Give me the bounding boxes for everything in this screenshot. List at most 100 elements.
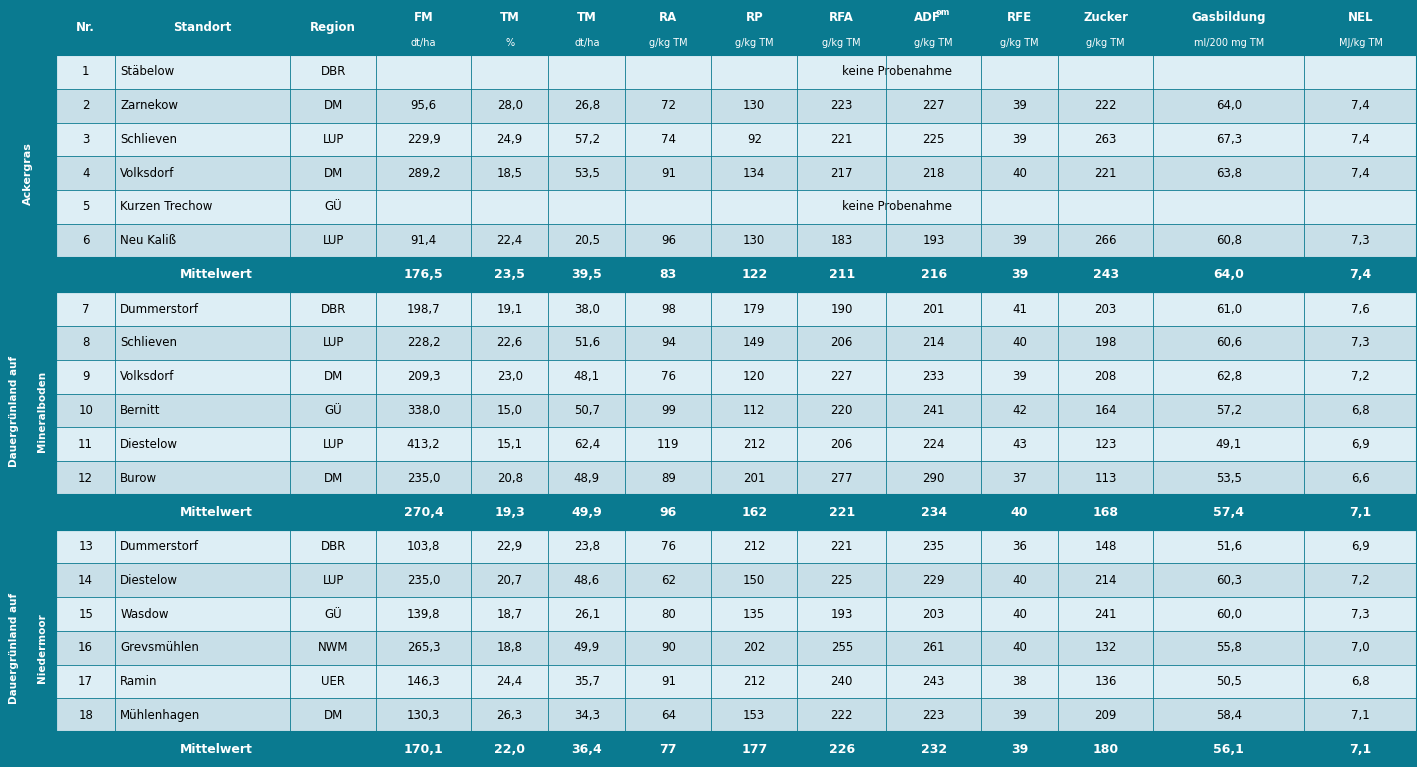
Text: Zucker: Zucker [1083, 11, 1128, 24]
Text: RP: RP [745, 11, 764, 24]
Text: 209: 209 [1094, 709, 1117, 722]
Text: 20,5: 20,5 [574, 234, 599, 247]
Text: 225: 225 [922, 133, 945, 146]
Bar [0, 0, 57, 767]
Text: Nr.: Nr. [77, 21, 95, 34]
Text: 62: 62 [660, 574, 676, 587]
Text: RFA: RFA [829, 11, 854, 24]
Text: 48,1: 48,1 [574, 370, 599, 384]
Text: 60,0: 60,0 [1216, 607, 1241, 621]
Text: 26,3: 26,3 [496, 709, 523, 722]
Text: 48,9: 48,9 [574, 472, 599, 485]
Text: 57,2: 57,2 [1216, 404, 1241, 417]
Text: 19,1: 19,1 [496, 303, 523, 316]
Text: LUP: LUP [323, 438, 344, 451]
Bar [57, 732, 1417, 767]
Text: 206: 206 [830, 337, 853, 350]
Text: 11: 11 [78, 438, 94, 451]
Text: 153: 153 [743, 709, 765, 722]
Text: 162: 162 [741, 505, 768, 518]
Text: 222: 222 [1094, 99, 1117, 112]
Text: 206: 206 [830, 438, 853, 451]
Text: dt/ha: dt/ha [574, 38, 599, 48]
Text: 208: 208 [1094, 370, 1117, 384]
Text: Bernitt: Bernitt [120, 404, 160, 417]
Text: 6,9: 6,9 [1352, 540, 1370, 553]
Text: 22,4: 22,4 [496, 234, 523, 247]
Text: 39: 39 [1012, 709, 1027, 722]
Text: 24,9: 24,9 [496, 133, 523, 146]
Text: 7,1: 7,1 [1349, 505, 1372, 518]
Text: LUP: LUP [323, 337, 344, 350]
Text: 39,5: 39,5 [571, 268, 602, 281]
Text: DM: DM [323, 166, 343, 179]
Text: 201: 201 [922, 303, 945, 316]
Text: 53,5: 53,5 [1216, 472, 1241, 485]
Text: MJ/kg TM: MJ/kg TM [1339, 38, 1383, 48]
Text: 95,6: 95,6 [411, 99, 436, 112]
Text: Diestelow: Diestelow [120, 574, 179, 587]
Text: 235,0: 235,0 [407, 574, 441, 587]
Text: g/kg TM: g/kg TM [1000, 38, 1039, 48]
Text: 60,8: 60,8 [1216, 234, 1241, 247]
Text: RFE: RFE [1007, 11, 1032, 24]
Text: 221: 221 [830, 540, 853, 553]
Text: 74: 74 [660, 133, 676, 146]
Text: 39: 39 [1012, 268, 1029, 281]
Text: Dummerstorf: Dummerstorf [120, 540, 200, 553]
Text: 39: 39 [1012, 370, 1027, 384]
Text: 212: 212 [743, 675, 765, 688]
Text: Volksdorf: Volksdorf [120, 370, 174, 384]
Text: 120: 120 [743, 370, 765, 384]
Text: Wasdow: Wasdow [120, 607, 169, 621]
Bar [57, 156, 1417, 190]
Text: Schlieven: Schlieven [120, 337, 177, 350]
Text: DBR: DBR [320, 65, 346, 78]
Text: 57,2: 57,2 [574, 133, 599, 146]
Text: 37: 37 [1012, 472, 1027, 485]
Text: 22,6: 22,6 [496, 337, 523, 350]
Text: 14: 14 [78, 574, 94, 587]
Text: 57,4: 57,4 [1213, 505, 1244, 518]
Text: 7,4: 7,4 [1352, 166, 1370, 179]
Text: Ramin: Ramin [120, 675, 157, 688]
Text: 23,8: 23,8 [574, 540, 599, 553]
Text: 198: 198 [1094, 337, 1117, 350]
Text: 51,6: 51,6 [1216, 540, 1241, 553]
Text: Mineralboden: Mineralboden [37, 370, 47, 452]
Text: Burow: Burow [120, 472, 157, 485]
Text: 164: 164 [1094, 404, 1117, 417]
Text: DM: DM [323, 370, 343, 384]
Bar [57, 564, 1417, 597]
Text: 43: 43 [1012, 438, 1027, 451]
Text: 62,4: 62,4 [574, 438, 599, 451]
Text: 92: 92 [747, 133, 762, 146]
Text: 18,8: 18,8 [497, 641, 523, 654]
Text: 63,8: 63,8 [1216, 166, 1241, 179]
Text: UER: UER [322, 675, 346, 688]
Text: 99: 99 [660, 404, 676, 417]
Text: 15,0: 15,0 [497, 404, 523, 417]
Text: 202: 202 [743, 641, 765, 654]
Text: 227: 227 [830, 370, 853, 384]
Text: 203: 203 [1094, 303, 1117, 316]
Text: DM: DM [323, 709, 343, 722]
Text: 40: 40 [1012, 337, 1027, 350]
Text: 139,8: 139,8 [407, 607, 441, 621]
Text: DBR: DBR [320, 303, 346, 316]
Text: 18,5: 18,5 [497, 166, 523, 179]
Text: Schlieven: Schlieven [120, 133, 177, 146]
Text: 7: 7 [82, 303, 89, 316]
Bar [57, 224, 1417, 258]
Text: 130: 130 [743, 99, 765, 112]
Text: 203: 203 [922, 607, 945, 621]
Text: Grevsmühlen: Grevsmühlen [120, 641, 200, 654]
Text: Mittelwert: Mittelwert [180, 743, 252, 756]
Text: 136: 136 [1094, 675, 1117, 688]
Text: 263: 263 [1094, 133, 1117, 146]
Text: 18: 18 [78, 709, 94, 722]
Text: Dauergrünland auf: Dauergrünland auf [9, 355, 18, 466]
Text: 255: 255 [830, 641, 853, 654]
Text: 221: 221 [829, 505, 854, 518]
Text: 228,2: 228,2 [407, 337, 441, 350]
